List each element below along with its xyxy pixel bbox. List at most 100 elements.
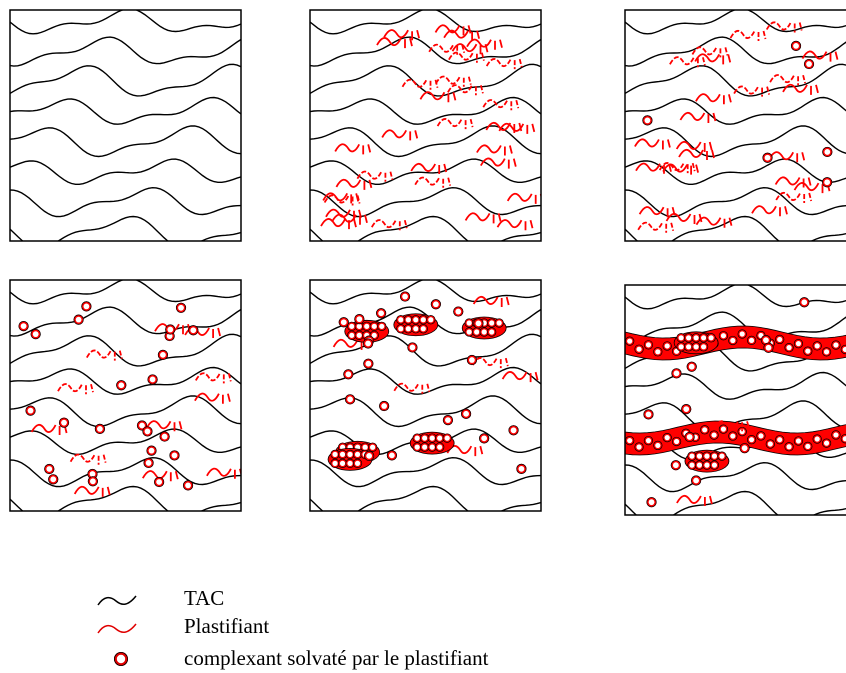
complexant-in-aggregate-inner xyxy=(347,460,353,466)
complexant-in-aggregate-inner xyxy=(371,323,377,329)
complexant-particle xyxy=(30,329,41,340)
complexant-particle xyxy=(116,380,127,391)
complexant-in-band-inner xyxy=(786,345,792,351)
complexant-particle-inner xyxy=(185,482,191,489)
tac-chain xyxy=(310,125,541,158)
complexant-in-band-edge xyxy=(662,433,672,443)
complexant-particle xyxy=(763,342,774,353)
complexant-particle xyxy=(362,338,374,349)
complexant-particle xyxy=(188,325,199,336)
plasticizer-mark xyxy=(733,85,770,97)
complexant-particle xyxy=(822,177,833,188)
panel-3-frame xyxy=(624,9,846,242)
complexant-particle-inner xyxy=(161,433,168,440)
plasticizer-mark xyxy=(496,219,534,231)
complexant-in-band-edge xyxy=(718,331,729,341)
complexant-in-aggregate-edge xyxy=(426,315,436,325)
complexant-particle-edge xyxy=(790,40,802,52)
complexant-in-aggregate xyxy=(494,318,504,328)
complexant-particle xyxy=(363,358,374,369)
complexant-particle-inner xyxy=(118,382,125,389)
complexant-in-band-edge xyxy=(709,430,719,440)
complexant-particle-inner xyxy=(518,465,525,472)
tac-chain xyxy=(625,125,846,158)
complexant-particle-edge xyxy=(343,369,354,380)
plasticizer-mark xyxy=(195,372,232,384)
complexant-particle xyxy=(182,480,194,491)
complexant-in-band-edge xyxy=(746,435,757,445)
complexant-in-band xyxy=(700,425,710,435)
complexant-particle-inner xyxy=(801,299,808,306)
complexant-particle-edge xyxy=(690,475,702,486)
complexant-in-band-inner xyxy=(758,433,764,439)
complexant-particle-edge xyxy=(136,420,148,431)
complexant-in-band-edge xyxy=(756,431,766,441)
complexant-particle xyxy=(399,291,411,302)
complexant-in-aggregate-inner xyxy=(444,435,450,441)
tac-chain xyxy=(310,158,541,185)
complexant-in-aggregate-edge xyxy=(698,342,709,352)
tac-chain xyxy=(310,280,541,305)
plasticizer-mark xyxy=(194,392,231,404)
complexant-in-band-edge xyxy=(634,442,644,452)
complexant-particle-inner xyxy=(672,462,679,469)
complexant-particle-inner xyxy=(686,434,693,440)
complexant-particle xyxy=(154,476,165,488)
complexant-particle-inner xyxy=(455,308,462,315)
plasticizer-mark xyxy=(435,75,472,87)
complexant-particle-inner xyxy=(432,301,439,308)
plasticizer-mark xyxy=(472,357,509,369)
complexant-particle-inner xyxy=(378,310,385,317)
complexant-in-band-inner xyxy=(748,437,755,443)
complexant-in-aggregate-inner xyxy=(429,444,435,450)
tac-chain xyxy=(310,456,541,488)
plasticizer-mark xyxy=(768,151,806,163)
complexant-in-aggregate xyxy=(706,333,716,343)
legend: TAC Plastifiant complexant solvaté par l… xyxy=(97,586,489,670)
plasticizer-mark xyxy=(476,144,513,156)
tac-chain xyxy=(10,186,241,218)
complexant-in-band-inner xyxy=(636,444,642,450)
complexant-in-aggregate-inner xyxy=(696,453,703,459)
complexant-in-aggregate xyxy=(698,333,709,343)
complexant-particle-edge xyxy=(442,415,454,426)
complexant-particle-inner xyxy=(178,304,184,311)
complexant-particle-edge xyxy=(803,58,815,70)
complexant-in-aggregate xyxy=(345,458,355,469)
complexant-in-aggregate xyxy=(683,342,694,352)
complexant-in-aggregate xyxy=(418,315,428,325)
complexant-particle-edge xyxy=(430,299,441,310)
legend-label-tac: TAC xyxy=(184,586,224,610)
plasticizer-mark xyxy=(86,349,123,361)
complexant-particle-inner xyxy=(356,316,363,323)
plasticizer-mark xyxy=(69,453,107,465)
complexant-particle-inner xyxy=(673,370,680,377)
tac-chain xyxy=(625,158,846,185)
complexant-in-aggregate xyxy=(702,451,712,461)
complexant-particle xyxy=(147,374,158,385)
plasticizer-mark xyxy=(451,43,489,55)
plasticizer-mark xyxy=(371,219,408,231)
complexant-particle xyxy=(670,460,681,471)
complexant-particle xyxy=(87,468,98,480)
plasticizer-mark xyxy=(662,163,699,175)
complexant-particle xyxy=(386,450,397,461)
complexant-in-aggregate xyxy=(698,342,709,352)
complexant-in-band-edge xyxy=(728,431,738,441)
complexant-in-band-inner xyxy=(814,343,820,349)
complexant-in-aggregate-inner xyxy=(689,453,695,459)
complexant-in-band-inner xyxy=(739,331,745,337)
panel-1-frame xyxy=(9,9,242,242)
complexant-particle xyxy=(18,321,29,332)
complexant-particle-inner xyxy=(463,410,469,417)
complexant-particle-inner xyxy=(824,179,831,186)
complexant-particle xyxy=(460,408,472,419)
complexant-in-band xyxy=(831,340,841,350)
complexant-in-band-inner xyxy=(795,341,802,347)
complexant-in-band xyxy=(784,343,794,353)
panel-6 xyxy=(625,285,846,515)
complexant-in-band-inner xyxy=(645,437,652,444)
tac-chain xyxy=(10,485,241,511)
complexant-particle-inner xyxy=(644,117,651,124)
complexant-particle-edge xyxy=(508,425,519,436)
